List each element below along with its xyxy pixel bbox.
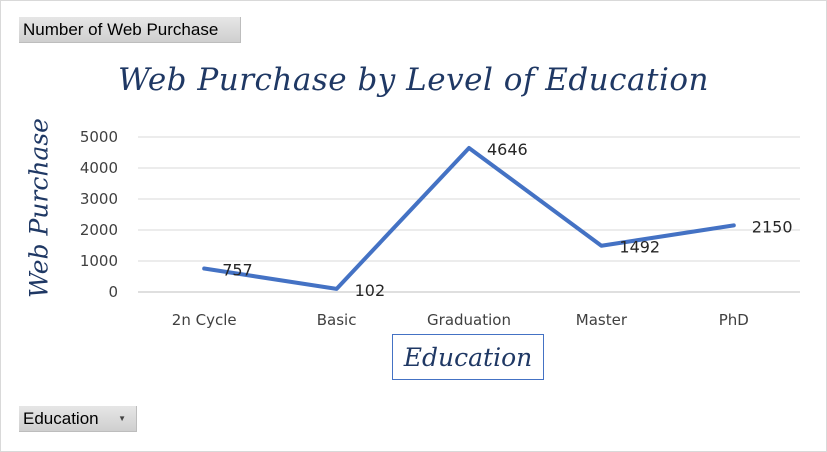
y-tick-label: 1000 (80, 252, 118, 270)
data-label: 4646 (487, 140, 528, 159)
x-axis-title-text: Education (403, 342, 533, 372)
x-tick-label: Master (576, 311, 628, 329)
axis-field-label: Education (23, 408, 99, 428)
value-field-button[interactable]: Number of Web Purchase (19, 17, 241, 43)
chart-title: Web Purchase by Level of Education (118, 62, 709, 98)
x-tick-label: 2n Cycle (172, 311, 237, 329)
data-label: 2150 (752, 217, 793, 236)
y-tick-label: 5000 (80, 128, 118, 146)
y-tick-label: 3000 (80, 190, 118, 208)
y-tick-label: 4000 (80, 159, 118, 177)
y-tick-label: 0 (108, 283, 118, 301)
axis-field-button[interactable]: Education ▼ (19, 406, 137, 432)
data-label: 757 (222, 261, 253, 280)
value-field-label: Number of Web Purchase (23, 19, 219, 39)
x-axis-title: Education (392, 334, 544, 380)
series-line (202, 145, 736, 291)
x-tick-label: PhD (719, 311, 749, 329)
x-tick-label: Graduation (427, 311, 511, 329)
dropdown-arrow-icon[interactable]: ▼ (118, 414, 126, 423)
data-label: 102 (355, 281, 386, 300)
x-tick-label: Basic (317, 311, 357, 329)
y-tick-label: 2000 (80, 221, 118, 239)
data-label: 1492 (619, 238, 660, 257)
